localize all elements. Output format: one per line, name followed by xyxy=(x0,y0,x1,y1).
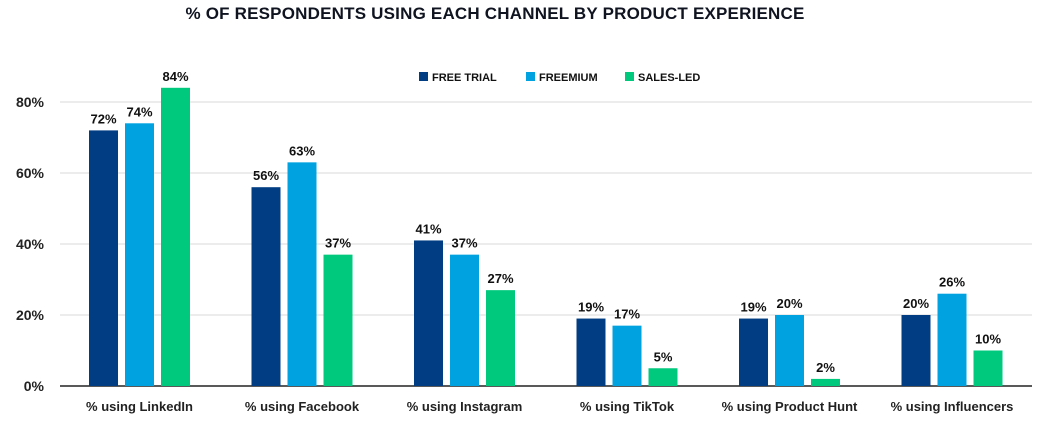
bar xyxy=(811,378,840,386)
data-label: 10% xyxy=(975,332,1001,347)
y-tick-label: 20% xyxy=(16,307,45,323)
legend-swatch xyxy=(625,72,634,81)
category-label: % using TikTok xyxy=(580,399,675,414)
bar xyxy=(648,368,678,386)
category-label: % using Facebook xyxy=(245,399,360,414)
category-label: % using LinkedIn xyxy=(86,399,193,414)
data-label: 17% xyxy=(614,307,640,322)
y-axis: 0% 20% 40% 60% 80% xyxy=(16,94,1032,394)
data-label: 56% xyxy=(253,168,279,183)
bar xyxy=(161,87,190,387)
bar xyxy=(251,187,281,386)
legend: FREE TRIAL FREEMIUM SALES-LED xyxy=(419,72,700,84)
bar xyxy=(486,290,515,386)
bar xyxy=(414,240,443,386)
data-label: 37% xyxy=(325,236,351,251)
y-tick-label: 60% xyxy=(16,165,45,181)
bar xyxy=(901,315,931,386)
y-tick-label: 40% xyxy=(16,236,45,252)
data-label: 20% xyxy=(903,296,929,311)
bar xyxy=(323,254,353,386)
bar xyxy=(576,318,606,386)
data-label: 20% xyxy=(776,296,802,311)
data-label: 84% xyxy=(162,69,188,84)
category-label: % using Product Hunt xyxy=(722,399,858,414)
bar xyxy=(287,162,317,386)
data-label: 2% xyxy=(816,360,835,375)
legend-swatch xyxy=(419,72,428,81)
bar xyxy=(973,350,1003,386)
legend-label: FREE TRIAL xyxy=(432,72,497,84)
data-label: 41% xyxy=(415,221,441,236)
category-label: % using Instagram xyxy=(407,399,523,414)
y-tick-label: 80% xyxy=(16,94,45,110)
bar xyxy=(739,318,768,386)
chart-title: % OF RESPONDENTS USING EACH CHANNEL BY P… xyxy=(185,4,805,23)
bar xyxy=(125,123,154,387)
bar xyxy=(775,315,804,386)
bar xyxy=(612,325,642,386)
x-axis: % using LinkedIn % using Facebook % using … xyxy=(86,399,1013,414)
bar xyxy=(450,254,479,386)
gridlines xyxy=(60,101,1032,316)
y-tick-label: 0% xyxy=(24,378,45,394)
legend-swatch xyxy=(526,72,535,81)
data-label: 74% xyxy=(126,104,152,119)
data-labels: 72% 74% 84% 56% 63% 37% 41% 37% 27% 19% 17% 5% 19% 20… xyxy=(90,69,1001,375)
bars xyxy=(89,87,1003,387)
data-label: 26% xyxy=(939,275,965,290)
data-label: 5% xyxy=(654,349,673,364)
legend-label: SALES-LED xyxy=(638,72,700,84)
data-label: 72% xyxy=(90,111,116,126)
bar xyxy=(89,130,118,386)
data-label: 27% xyxy=(487,271,513,286)
legend-label: FREEMIUM xyxy=(539,72,598,84)
data-label: 19% xyxy=(578,300,604,315)
category-label: % using Influencers xyxy=(891,399,1014,414)
bar xyxy=(937,293,967,386)
data-label: 37% xyxy=(451,236,477,251)
data-label: 63% xyxy=(289,143,315,158)
data-label: 19% xyxy=(740,300,766,315)
